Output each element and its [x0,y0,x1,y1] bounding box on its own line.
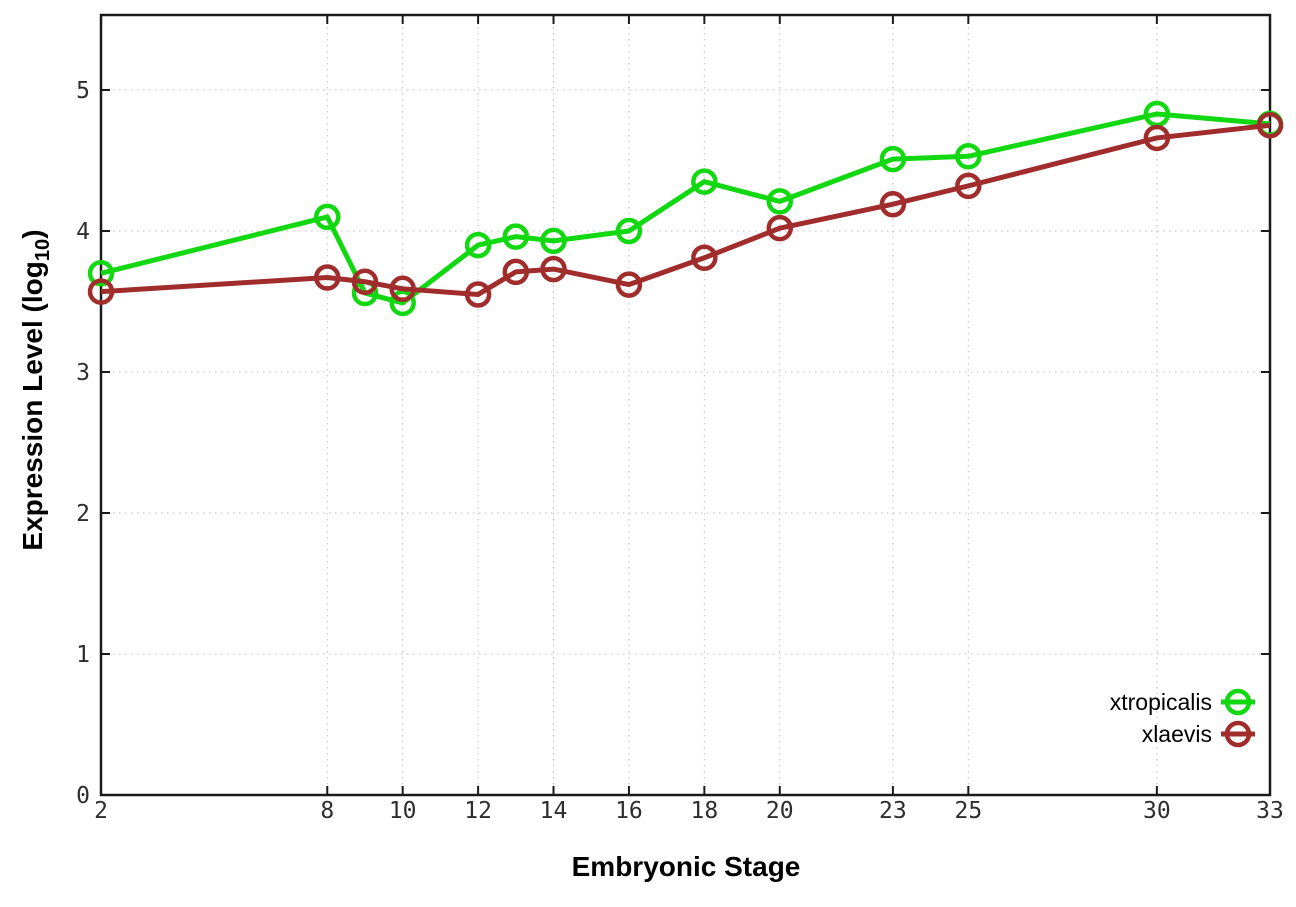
data-point-marker-xlaevis [879,190,907,218]
data-point-marker-xtropicalis [540,227,567,255]
data-point-marker-xtropicalis [389,289,416,317]
y-axis-title-subscript: 10 [31,238,54,262]
data-point-marker-xtropicalis [615,217,643,245]
x-tick-label: 30 [1143,798,1171,824]
series-line-xlaevis [100,122,1271,297]
x-tick-label: 12 [464,798,492,824]
x-tick-label: 14 [540,798,568,824]
plot-border [99,13,1272,797]
y-tick-label: 0 [76,783,90,809]
y-tick-label: 5 [76,78,90,104]
data-point-marker-xlaevis [502,258,530,286]
y-tick-label: 3 [76,360,90,386]
x-tick-label: 10 [389,798,417,824]
x-tick-label: 33 [1256,798,1284,824]
x-tick-label: 20 [766,798,794,824]
data-point-marker-xlaevis [389,275,416,303]
data-point-marker-xtropicalis [87,260,115,287]
data-point-marker-xlaevis [351,268,379,296]
data-point-marker-xlaevis [540,255,567,283]
data-point-marker-xtropicalis [955,143,982,170]
y-tick-label: 1 [76,642,90,668]
y-axis-title-text: Expression Level (log [17,261,49,551]
data-point-marker-xlaevis [615,271,643,298]
y-tick-label: 2 [76,501,90,527]
x-tick-label: 8 [320,798,334,824]
data-point-marker-xlaevis [691,244,718,272]
legend-item-xtropicalis: xtropicalis [1109,689,1212,715]
data-point-marker-xlaevis [464,281,492,308]
data-point-marker-xtropicalis [691,168,718,195]
data-point-marker-xlaevis [1143,124,1171,152]
data-point-marker-xtropicalis [314,203,341,231]
data-point-marker-xlaevis [766,214,794,242]
data-point-marker-xtropicalis [502,223,530,250]
y-tick-label: 4 [76,219,90,245]
legend: xtropicalis xlaevis [1110,686,1212,750]
data-point-marker-xlaevis [955,172,982,200]
data-point-marker-xlaevis [1256,112,1284,139]
series-line-xtropicalis [100,111,1271,306]
legend-marker-icon-xtropicalis [1224,688,1252,716]
data-point-marker-xtropicalis [879,145,907,173]
legend-item-xlaevis: xlaevis [1141,721,1212,747]
data-point-marker-xtropicalis [464,231,492,259]
data-point-marker-xlaevis [87,278,115,305]
x-tick-label: 2 [94,798,108,824]
legend-marker-icon-xlaevis [1224,720,1252,748]
data-point-marker-xlaevis [314,264,341,291]
x-axis-title: Embryonic Stage [571,851,801,882]
x-tick-label: 23 [879,798,907,824]
x-tick-label: 16 [615,798,643,824]
y-axis-title-close: ) [17,229,49,239]
x-tick-label: 18 [691,798,719,824]
data-point-marker-xtropicalis [766,188,794,215]
x-tick-label: 25 [954,798,982,824]
y-axis-title: Expression Level (log10) [17,229,55,550]
